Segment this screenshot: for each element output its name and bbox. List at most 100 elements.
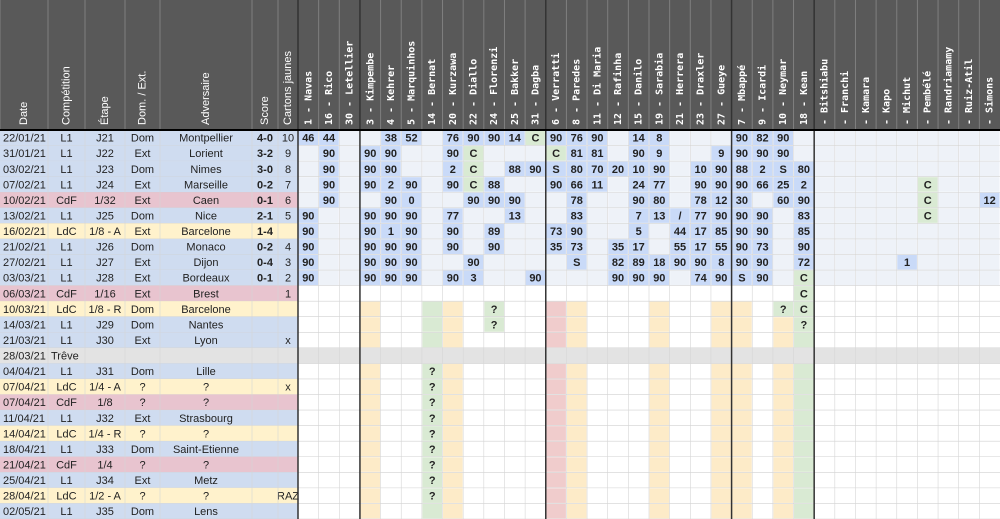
- player-minutes: 90: [736, 242, 748, 254]
- player-cell: [628, 223, 649, 239]
- player-minutes: 13: [509, 210, 521, 222]
- cell-stage: 1/2 - A: [89, 491, 121, 503]
- player-cell: [401, 239, 422, 254]
- player-minutes: C: [800, 304, 808, 316]
- cell-opponent: Bordeaux: [182, 273, 230, 285]
- player-cell: [814, 177, 835, 192]
- player-minutes: 85: [715, 226, 727, 238]
- column-header: 4 - Kehrer: [386, 65, 397, 125]
- player-cell: [608, 208, 628, 223]
- cell-opponent: Nimes: [190, 164, 222, 176]
- player-minutes: 35: [612, 242, 624, 254]
- player-minutes: 77: [694, 210, 706, 222]
- player-cell: [732, 488, 752, 503]
- player-minutes: 90: [385, 242, 397, 254]
- player-cell: [525, 161, 546, 177]
- player-cell: [381, 270, 401, 286]
- player-cell: [649, 488, 670, 503]
- row-bg: [0, 363, 298, 379]
- player-minutes: 12: [715, 195, 727, 207]
- player-cell: [566, 363, 587, 379]
- player-cell: [897, 254, 917, 270]
- player-cell: [690, 192, 711, 208]
- cell-date: 28/04/21: [3, 491, 46, 503]
- player-cell: [855, 146, 876, 161]
- player-cell: [711, 379, 732, 395]
- cell-venue: Dom: [131, 133, 154, 145]
- player-cell: [938, 161, 959, 177]
- player-cell: [649, 426, 670, 441]
- player-cell: [443, 488, 463, 503]
- player-cell: [443, 503, 463, 519]
- player-cell: [938, 208, 959, 223]
- player-cell: [443, 379, 463, 395]
- player-minutes: 90: [736, 226, 748, 238]
- player-minutes: 44: [674, 226, 687, 238]
- player-minutes: ?: [429, 366, 436, 378]
- cell-opponent: Marseille: [184, 179, 228, 191]
- player-cell: [504, 223, 525, 239]
- player-minutes: 77: [447, 210, 459, 222]
- player-cell: [422, 317, 443, 332]
- player-cell: [360, 130, 381, 146]
- player-minutes: 70: [591, 164, 603, 176]
- cell-date: 28/03/21: [3, 351, 46, 363]
- player-cell: [298, 208, 319, 223]
- player-cell: [628, 208, 649, 223]
- player-minutes: S: [738, 273, 745, 285]
- player-cell: [711, 363, 732, 379]
- player-cell: [628, 239, 649, 254]
- player-minutes: 90: [798, 242, 810, 254]
- player-cell: [938, 254, 959, 270]
- player-cell: [443, 270, 463, 286]
- player-minutes: ?: [429, 491, 436, 503]
- player-minutes: 81: [571, 148, 583, 160]
- column-header: 16 - Rico: [323, 71, 335, 125]
- player-cell: [773, 177, 794, 192]
- column-header: 15 - Danilo: [633, 59, 645, 125]
- player-cell: [649, 254, 670, 270]
- cell-venue: Ext: [135, 288, 151, 300]
- player-cell: [690, 208, 711, 223]
- player-cell: [732, 161, 752, 177]
- player-cell: [711, 192, 732, 208]
- player-cell: [525, 192, 546, 208]
- player-minutes: 90: [488, 242, 500, 254]
- player-minutes: 90: [715, 210, 727, 222]
- player-minutes: 90: [405, 273, 417, 285]
- player-minutes: 90: [694, 179, 706, 191]
- cell-cards: 9: [285, 148, 291, 160]
- player-cell: [649, 208, 670, 223]
- player-cell: [504, 146, 525, 161]
- player-minutes: 90: [447, 273, 459, 285]
- player-cell: [773, 146, 794, 161]
- player-minutes: 90: [653, 164, 665, 176]
- column-header: - Kamara: [861, 77, 872, 125]
- player-cell: [484, 192, 504, 208]
- player-cell: [566, 161, 587, 177]
- player-cell: [360, 410, 381, 426]
- player-cell: [773, 379, 794, 395]
- player-minutes: 76: [447, 133, 459, 145]
- player-cell: [608, 161, 628, 177]
- player-minutes: 24: [633, 179, 646, 191]
- player-cell: [649, 146, 670, 161]
- cell-date: 27/02/21: [3, 257, 46, 269]
- player-minutes: 90: [550, 179, 562, 191]
- row-bg: [0, 238, 298, 255]
- cell-stage: J28: [96, 273, 114, 285]
- player-minutes: C: [800, 273, 808, 285]
- cell-venue: Ext: [135, 335, 151, 347]
- player-cell: [484, 161, 504, 177]
- player-minutes: 78: [571, 195, 583, 207]
- player-minutes: 9: [718, 148, 724, 160]
- player-cell: [917, 270, 938, 286]
- cell-date: 02/05/21: [3, 506, 46, 518]
- column-header: - Franchi: [839, 71, 851, 125]
- player-cell: [401, 192, 422, 208]
- player-cell: [443, 301, 463, 317]
- cell-date: 06/03/21: [3, 288, 46, 300]
- player-minutes: 90: [756, 257, 768, 269]
- player-minutes: ?: [429, 382, 436, 394]
